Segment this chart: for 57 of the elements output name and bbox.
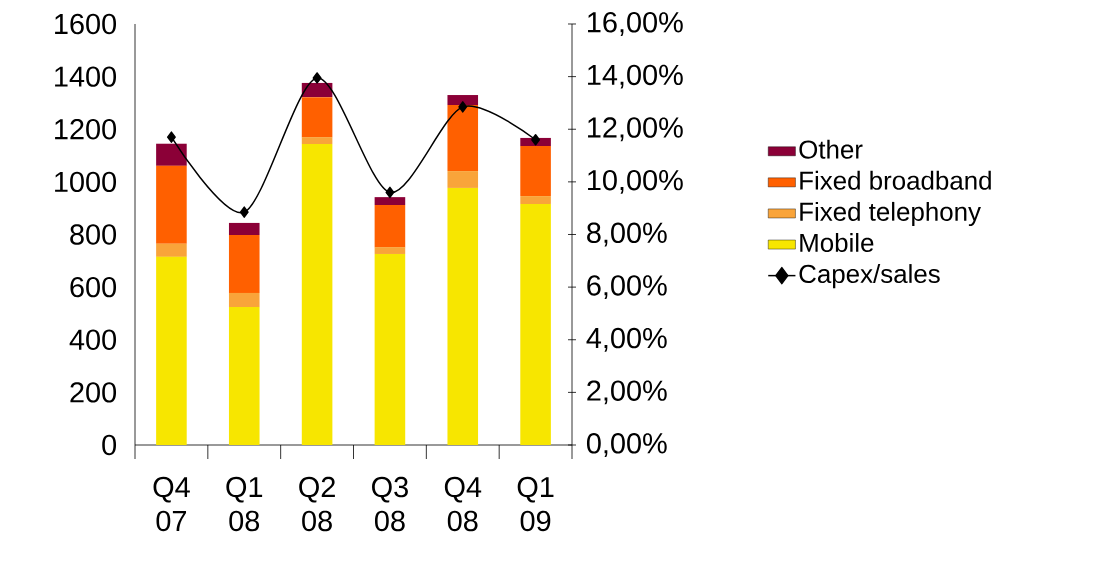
y2-tick-label: 6,00% — [587, 275, 667, 300]
x-tick-label: Q1 08 — [226, 476, 263, 532]
legend-label: Fixed broadband — [800, 170, 991, 190]
legend-label: Capex/sales — [799, 264, 940, 289]
legend-label: Fixed telephony — [800, 201, 981, 227]
y-tick-label: 0 — [102, 434, 117, 456]
bar — [228, 222, 260, 236]
bar — [301, 143, 333, 445]
bar — [156, 143, 187, 166]
bar — [374, 197, 406, 206]
point — [531, 134, 541, 146]
x-tick-label: Q2 08 — [299, 476, 335, 532]
bar — [301, 137, 333, 144]
y-tick-label: 1000 — [55, 171, 117, 193]
point — [166, 131, 176, 143]
y-tick-label: 1400 — [55, 66, 117, 87]
y2-tick-label: 16,00% — [588, 12, 683, 36]
x-tick-label: Q4 08 — [444, 476, 482, 532]
point — [458, 101, 468, 113]
y2-tick-label: 0,00% — [586, 433, 667, 457]
bar — [447, 105, 479, 172]
y2-tick-label: 2,00% — [587, 380, 667, 405]
y-tick-label: 600 — [70, 276, 117, 298]
x-tick-label: Q1 09 — [517, 476, 554, 532]
y-tick-label: 1200 — [55, 119, 117, 140]
bar — [228, 292, 260, 308]
bar — [374, 205, 406, 248]
legend-label: Mobile — [800, 232, 874, 252]
y-tick-label: 1600 — [55, 13, 117, 35]
legend-label: Other — [799, 139, 863, 159]
y2-tick-label: 8,00% — [587, 222, 667, 247]
y2-tick-label: 10,00% — [588, 169, 683, 194]
bar — [374, 247, 406, 254]
point — [385, 186, 395, 199]
bar — [520, 203, 551, 445]
y-tick-label: 200 — [70, 382, 117, 403]
point — [312, 72, 322, 84]
bar — [520, 196, 551, 204]
bar — [156, 165, 187, 244]
y-tick-label: 400 — [69, 329, 117, 350]
point — [239, 206, 249, 218]
bar — [447, 95, 479, 106]
bar — [447, 187, 479, 445]
y2-tick-label: 12,00% — [588, 117, 683, 142]
y-tick-label: 800 — [70, 224, 117, 245]
bar — [228, 307, 260, 445]
x-tick-label: Q4 07 — [153, 476, 190, 532]
bar — [447, 171, 479, 188]
bar — [520, 146, 551, 197]
x-tick-label: Q3 08 — [372, 476, 408, 532]
bar — [374, 253, 406, 445]
y2-tick-label: 4,00% — [586, 327, 667, 352]
bar — [156, 256, 187, 445]
bar — [301, 97, 333, 138]
bar — [228, 235, 260, 293]
bar — [156, 243, 187, 257]
y2-tick-label: 14,00% — [588, 64, 683, 89]
